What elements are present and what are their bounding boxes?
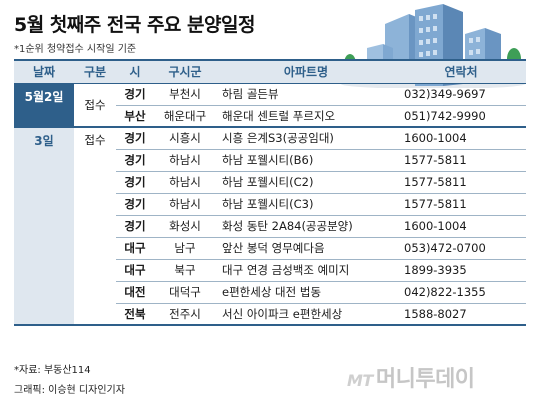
district-cell: 시흥시: [154, 127, 216, 150]
phone-cell: 051)742-9990: [396, 105, 526, 128]
city-cell: 경기: [116, 171, 154, 194]
graphic-credit: 그래픽: 이승현 디자인기자: [14, 385, 125, 396]
schedule-table-wrap: 날짜 구분 시 구시군 아파트명 연락처 5월2일 접수 경기 부천시 하림 골…: [14, 59, 526, 326]
apartment-cell: 하림 골든뷰: [216, 83, 396, 106]
table-row: 대전 대덕구 e편한세상 대전 법동 042)822-1355: [14, 281, 526, 304]
type-cell: 접수: [84, 97, 106, 112]
table-row: 대구 남구 앞산 봉덕 영무예다음 053)472-0700: [14, 237, 526, 260]
apartment-cell: 하남 포웰시티(B6): [216, 149, 396, 172]
apartment-cell: e편한세상 대전 법동: [216, 281, 396, 304]
phone-cell: 1577-5811: [396, 193, 526, 216]
city-cell: 경기: [116, 193, 154, 216]
date-cell: 5월2일: [14, 83, 74, 127]
district-cell: 하남시: [154, 149, 216, 172]
table-row: 부산 해운대구 해운대 센트럴 푸르지오 051)742-9990: [14, 105, 526, 128]
city-cell: 대구: [116, 259, 154, 282]
city-cell: 경기: [116, 149, 154, 172]
apartment-cell: 서신 아이파크 e편한세상: [216, 303, 396, 326]
type-cell: 접수: [74, 127, 116, 326]
header-phone: 연락처: [396, 59, 526, 84]
table-row: 경기 하남시 하남 포웰시티(C3) 1577-5811: [14, 193, 526, 216]
city-cell: 부산: [116, 105, 154, 128]
page-title: 5월 첫째주 전국 주요 분양일정: [14, 14, 255, 36]
apartment-cell: 대구 연경 금성백조 예미지: [216, 259, 396, 282]
phone-cell: 053)472-0700: [396, 237, 526, 260]
district-cell: 해운대구: [154, 105, 216, 128]
district-cell: 하남시: [154, 171, 216, 194]
table-row: 대구 북구 대구 연경 금성백조 예미지 1899-3935: [14, 259, 526, 282]
district-cell: 전주시: [154, 303, 216, 326]
header-district: 구시군: [154, 59, 216, 84]
phone-cell: 1600-1004: [396, 215, 526, 238]
header-date: 날짜: [14, 59, 74, 84]
district-cell: 부천시: [154, 83, 216, 106]
table-row: 경기 하남시 하남 포웰시티(B6) 1577-5811: [14, 149, 526, 172]
city-cell: 대구: [116, 237, 154, 260]
apartment-cell: 하남 포웰시티(C3): [216, 193, 396, 216]
city-cell: 전북: [116, 303, 154, 326]
table-row: 경기 화성시 화성 동탄 2A84(공공분양) 1600-1004: [14, 215, 526, 238]
mt-watermark: MT 머니투데이: [347, 361, 475, 393]
district-cell: 화성시: [154, 215, 216, 238]
phone-cell: 1577-5811: [396, 171, 526, 194]
source-note: *자료: 부동산114: [14, 365, 91, 376]
header-apartment: 아파트명: [216, 59, 396, 84]
city-cell: 경기: [116, 127, 154, 150]
header-type: 구분: [74, 59, 116, 84]
phone-cell: 1600-1004: [396, 127, 526, 150]
apartment-cell: 하남 포웰시티(C2): [216, 171, 396, 194]
district-cell: 북구: [154, 259, 216, 282]
phone-cell: 1899-3935: [396, 259, 526, 282]
table-row: 경기 하남시 하남 포웰시티(C2) 1577-5811: [14, 171, 526, 194]
district-cell: 하남시: [154, 193, 216, 216]
city-cell: 경기: [116, 215, 154, 238]
table-header-row: 날짜 구분 시 구시군 아파트명 연락처: [14, 59, 526, 84]
apartment-cell: 시흥 은계S3(공공임대): [216, 127, 396, 150]
mt-logo-mark: MT: [347, 371, 373, 390]
schedule-table: 날짜 구분 시 구시군 아파트명 연락처 5월2일 접수 경기 부천시 하림 골…: [14, 59, 526, 326]
apartment-cell: 화성 동탄 2A84(공공분양): [216, 215, 396, 238]
table-row: 5월2일 접수 경기 부천시 하림 골든뷰 032)349-9697: [14, 83, 526, 127]
phone-cell: 1577-5811: [396, 149, 526, 172]
phone-cell: 042)822-1355: [396, 281, 526, 304]
city-cell: 경기: [116, 83, 154, 106]
table-row: 전북 전주시 서신 아이파크 e편한세상 1588-8027: [14, 303, 526, 326]
district-cell: 남구: [154, 237, 216, 260]
header-city: 시: [116, 59, 154, 84]
mt-logo-text: 머니투데이: [375, 367, 475, 392]
phone-cell: 1588-8027: [396, 303, 526, 326]
district-cell: 대덕구: [154, 281, 216, 304]
date-cell: 3일: [14, 127, 74, 326]
apartment-cell: 앞산 봉덕 영무예다음: [216, 237, 396, 260]
criteria-note: *1순위 청약접수 시작일 기준: [14, 44, 137, 55]
phone-cell: 032)349-9697: [396, 83, 526, 106]
apartment-cell: 해운대 센트럴 푸르지오: [216, 105, 396, 128]
table-row: 3일 접수 경기 시흥시 시흥 은계S3(공공임대) 1600-1004: [14, 127, 526, 326]
city-cell: 대전: [116, 281, 154, 304]
